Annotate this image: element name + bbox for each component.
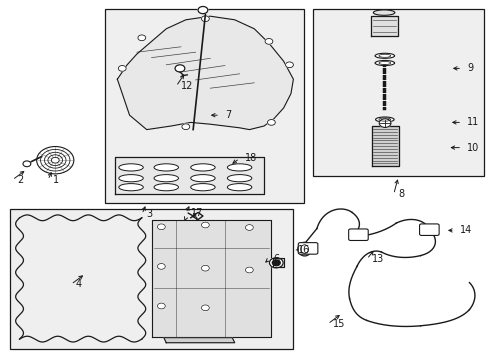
Ellipse shape xyxy=(154,164,178,171)
Circle shape xyxy=(201,305,209,311)
Ellipse shape xyxy=(374,53,394,58)
FancyBboxPatch shape xyxy=(419,224,438,235)
Circle shape xyxy=(182,124,189,130)
Ellipse shape xyxy=(154,184,178,191)
Ellipse shape xyxy=(227,184,251,191)
Text: 1: 1 xyxy=(53,175,59,185)
Polygon shape xyxy=(272,258,283,267)
Text: 6: 6 xyxy=(273,254,280,264)
Circle shape xyxy=(285,62,293,68)
Ellipse shape xyxy=(119,175,143,182)
Bar xyxy=(10,209,293,349)
Circle shape xyxy=(264,39,272,44)
Polygon shape xyxy=(151,220,271,337)
Ellipse shape xyxy=(190,164,215,171)
Polygon shape xyxy=(117,16,293,130)
Ellipse shape xyxy=(227,175,251,182)
FancyBboxPatch shape xyxy=(298,243,317,254)
Circle shape xyxy=(198,6,207,14)
Ellipse shape xyxy=(190,175,215,182)
Ellipse shape xyxy=(300,245,308,253)
Ellipse shape xyxy=(297,242,311,256)
Text: 14: 14 xyxy=(459,225,471,235)
Circle shape xyxy=(201,16,209,22)
Circle shape xyxy=(23,161,31,167)
Polygon shape xyxy=(371,126,398,166)
Ellipse shape xyxy=(154,175,178,182)
Circle shape xyxy=(245,267,253,273)
Circle shape xyxy=(245,225,253,230)
Ellipse shape xyxy=(227,164,251,171)
Text: 17: 17 xyxy=(190,208,203,218)
Text: 4: 4 xyxy=(76,279,82,289)
FancyBboxPatch shape xyxy=(348,229,367,240)
Text: 3: 3 xyxy=(146,209,153,219)
Text: 9: 9 xyxy=(466,63,472,73)
Ellipse shape xyxy=(374,60,394,66)
Circle shape xyxy=(272,260,280,266)
Text: 18: 18 xyxy=(244,153,256,163)
Ellipse shape xyxy=(190,184,215,191)
Polygon shape xyxy=(115,157,264,194)
Circle shape xyxy=(138,35,145,41)
Text: 16: 16 xyxy=(298,245,310,255)
Text: 12: 12 xyxy=(181,81,193,91)
Circle shape xyxy=(267,120,275,125)
Circle shape xyxy=(157,264,165,269)
Ellipse shape xyxy=(119,184,143,191)
Ellipse shape xyxy=(378,118,390,121)
Circle shape xyxy=(175,65,184,72)
Bar xyxy=(105,9,304,203)
Circle shape xyxy=(269,258,283,268)
Text: 11: 11 xyxy=(466,117,478,127)
Text: 7: 7 xyxy=(224,110,231,120)
Ellipse shape xyxy=(119,164,143,171)
Ellipse shape xyxy=(375,117,393,122)
Circle shape xyxy=(201,265,209,271)
Bar xyxy=(312,9,483,176)
Circle shape xyxy=(157,303,165,309)
Text: 2: 2 xyxy=(17,175,23,185)
Ellipse shape xyxy=(373,10,394,15)
Circle shape xyxy=(118,66,126,71)
Polygon shape xyxy=(370,16,397,36)
Text: 13: 13 xyxy=(371,254,383,264)
Ellipse shape xyxy=(378,54,390,57)
Text: 8: 8 xyxy=(398,189,404,199)
Text: 5: 5 xyxy=(190,213,197,223)
Text: 15: 15 xyxy=(332,319,344,329)
Circle shape xyxy=(37,147,74,174)
Circle shape xyxy=(379,119,390,127)
Circle shape xyxy=(201,222,209,228)
Ellipse shape xyxy=(378,62,390,64)
Circle shape xyxy=(157,224,165,230)
Polygon shape xyxy=(163,338,234,343)
Text: 10: 10 xyxy=(466,143,478,153)
